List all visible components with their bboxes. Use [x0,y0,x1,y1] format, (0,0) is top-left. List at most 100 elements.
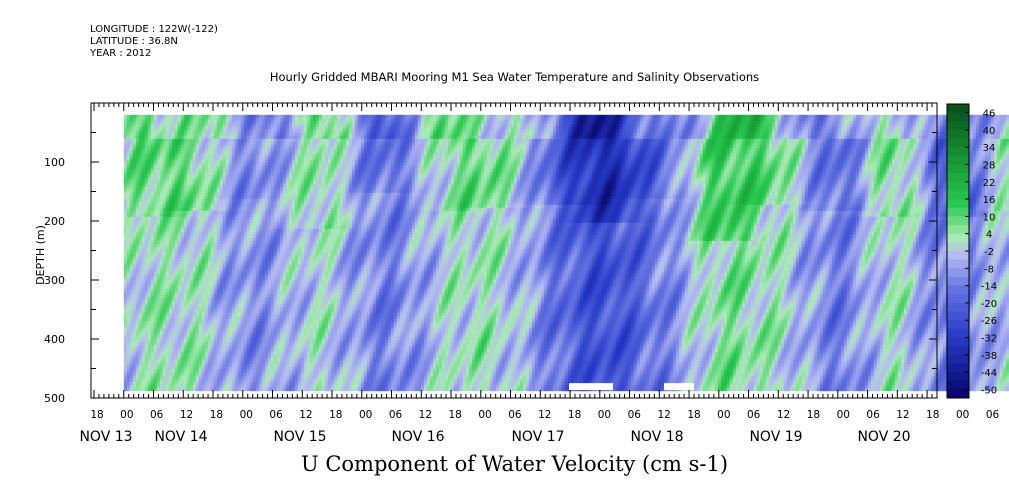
heat-cell [223,208,226,211]
heat-cell [235,286,238,289]
heat-cell [271,130,274,133]
heat-cell [214,142,217,145]
heat-cell [247,127,250,130]
heat-cell [133,202,136,205]
heat-cell [256,313,259,316]
heat-cell [283,253,286,256]
heat-cell [178,286,181,289]
heat-cell [256,238,259,241]
heat-cell [196,217,199,220]
heat-cell [250,124,253,127]
heat-cell [169,172,172,175]
heat-cell [202,322,205,325]
heat-cell [151,202,154,205]
heat-cell [199,376,202,379]
heat-cell [211,193,214,196]
heat-cell [142,307,145,310]
heat-cell [127,232,130,235]
heat-cell [163,229,166,232]
heat-cell [226,205,229,208]
heat-cell [241,151,244,154]
heat-cell [199,133,202,136]
heat-cell [172,352,175,355]
heat-cell [181,232,184,235]
heat-cell [214,334,217,337]
heat-cell [181,301,184,304]
heat-cell [172,166,175,169]
heat-cell [214,193,217,196]
heat-cell [229,235,232,238]
heat-cell [190,322,193,325]
heat-cell [166,346,169,349]
heat-cell [253,208,256,211]
heat-cell [274,343,277,346]
heat-cell [136,163,139,166]
heat-cell [151,358,154,361]
heat-cell [211,202,214,205]
heat-cell [250,196,253,199]
heat-cell [184,385,187,388]
heat-cell [247,241,250,244]
heat-cell [148,331,151,334]
heat-cell [214,292,217,295]
heat-cell [208,166,211,169]
heat-cell [226,364,229,367]
heat-cell [172,217,175,220]
heat-cell [190,379,193,382]
heat-cell [127,268,130,271]
heat-cell [277,334,280,337]
heat-cell [256,379,259,382]
heat-cell [196,355,199,358]
heat-cell [145,193,148,196]
heat-cell [271,136,274,139]
heat-cell [241,145,244,148]
heat-cell [238,190,241,193]
heat-cell [229,322,232,325]
heat-cell [127,247,130,250]
heat-cell [259,172,262,175]
heat-cell [187,355,190,358]
heat-cell [229,265,232,268]
heat-cell [148,226,151,229]
heat-cell [211,364,214,367]
heat-cell [232,142,235,145]
heat-cell [139,154,142,157]
heat-cell [151,283,154,286]
heat-cell [145,298,148,301]
heat-cell [184,382,187,385]
heat-cell [214,259,217,262]
heat-cell [181,154,184,157]
heat-cell [154,241,157,244]
heat-cell [274,364,277,367]
heat-cell [262,172,265,175]
heat-cell [283,334,286,337]
heat-cell [226,295,229,298]
heat-cell [271,166,274,169]
heat-cell [229,223,232,226]
heat-cell [178,328,181,331]
heat-cell [247,292,250,295]
heat-cell [259,337,262,340]
heat-cell [226,319,229,322]
heat-cell [154,250,157,253]
heat-cell [154,124,157,127]
heat-cell [148,307,151,310]
heat-cell [238,370,241,373]
heat-cell [145,127,148,130]
heat-cell [223,136,226,139]
heat-cell [235,160,238,163]
heat-cell [166,301,169,304]
heat-cell [160,124,163,127]
heat-cell [250,151,253,154]
heat-cell [274,142,277,145]
heat-cell [280,220,283,223]
heat-cell [214,307,217,310]
heat-cell [226,193,229,196]
heat-cell [196,334,199,337]
heat-cell [193,346,196,349]
heat-cell [142,286,145,289]
heat-cell [205,253,208,256]
heat-cell [286,151,289,154]
heat-cell [244,229,247,232]
heat-cell [271,118,274,121]
